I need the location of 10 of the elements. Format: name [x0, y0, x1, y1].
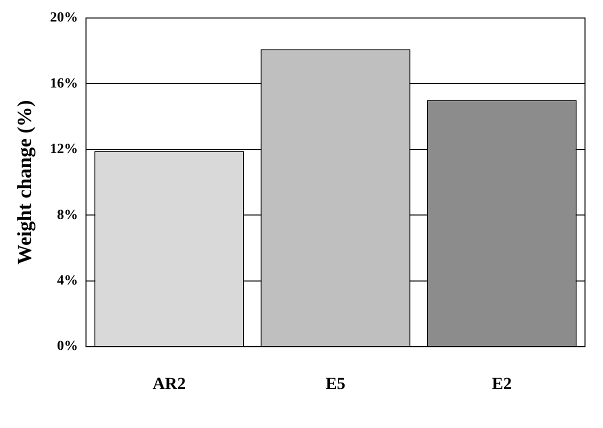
x-tick-label: E5 — [326, 374, 346, 394]
x-tick-label: E2 — [492, 374, 512, 394]
x-tick-label: AR2 — [152, 374, 186, 394]
y-axis-title: Weight change (%) — [14, 100, 36, 265]
y-tick-label: 20% — [50, 10, 78, 26]
y-tick-label: 8% — [57, 208, 78, 223]
y-tick-label: 16% — [50, 76, 78, 92]
y-tick-label: 4% — [57, 273, 78, 288]
y-tick-label: 0% — [57, 339, 78, 354]
y-tick-label: 12% — [50, 142, 78, 158]
